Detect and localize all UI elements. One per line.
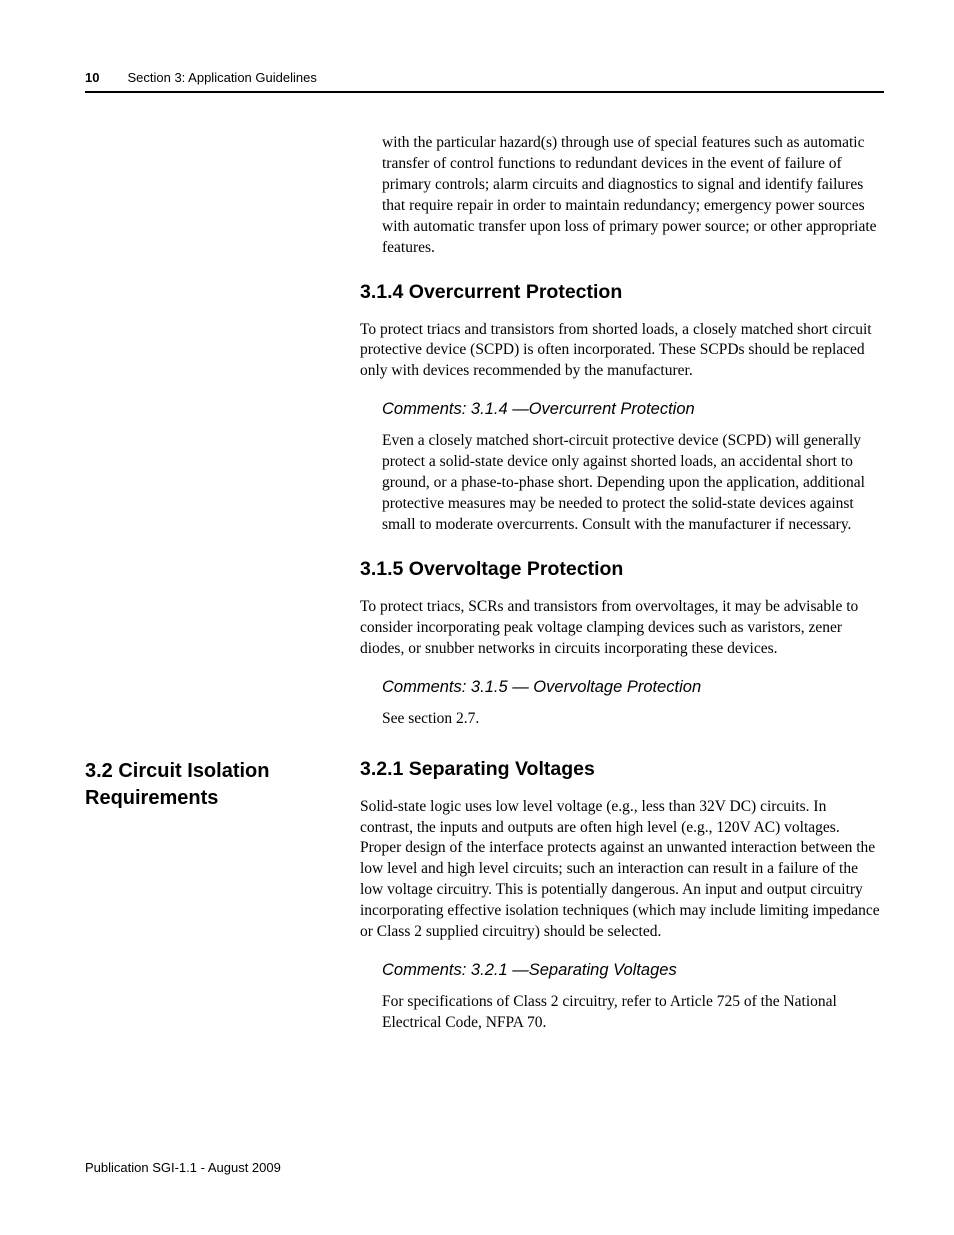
footer: Publication SGI-1.1 - August 2009 <box>85 1160 281 1175</box>
intro-paragraph: with the particular hazard(s) through us… <box>382 133 883 259</box>
right-column: with the particular hazard(s) through us… <box>360 133 883 730</box>
comments-315: Comments: 3.1.5 — Overvoltage Protection… <box>360 678 883 730</box>
page: 10 Section 3: Application Guidelines wit… <box>0 0 954 1235</box>
body-321: Solid-state logic uses low level voltage… <box>360 797 883 943</box>
body-314: To protect triacs and transistors from s… <box>360 320 883 383</box>
section-321: 3.2.1 Separating Voltages Solid-state lo… <box>360 758 883 1034</box>
comments-body-314: Even a closely matched short-circuit pro… <box>382 431 883 536</box>
left-column-32: 3.2 Circuit Isolation Requirements <box>85 758 340 812</box>
section-314: 3.1.4 Overcurrent Protection To protect … <box>360 281 883 536</box>
content-area-32: 3.2 Circuit Isolation Requirements 3.2.1… <box>85 758 884 1052</box>
section-label: Section 3: Application Guidelines <box>127 70 316 85</box>
body-315: To protect triacs, SCRs and transistors … <box>360 597 883 660</box>
section-315: 3.1.5 Overvoltage Protection To protect … <box>360 558 883 730</box>
sidebar-heading-32: 3.2 Circuit Isolation Requirements <box>85 758 340 812</box>
intro-block: with the particular hazard(s) through us… <box>360 133 883 259</box>
comments-title-321: Comments: 3.2.1 —Separating Voltages <box>382 961 883 980</box>
comments-321: Comments: 3.2.1 —Separating Voltages For… <box>360 961 883 1034</box>
comments-body-321: For specifications of Class 2 circuitry,… <box>382 992 883 1034</box>
heading-314: 3.1.4 Overcurrent Protection <box>360 281 883 304</box>
right-column-32: 3.2.1 Separating Voltages Solid-state lo… <box>360 758 883 1034</box>
comments-title-315: Comments: 3.1.5 — Overvoltage Protection <box>382 678 883 697</box>
comments-title-314: Comments: 3.1.4 —Overcurrent Protection <box>382 400 883 419</box>
page-header: 10 Section 3: Application Guidelines <box>85 70 884 93</box>
heading-315: 3.1.5 Overvoltage Protection <box>360 558 883 581</box>
comments-314: Comments: 3.1.4 —Overcurrent Protection … <box>360 400 883 536</box>
heading-321: 3.2.1 Separating Voltages <box>360 758 883 781</box>
comments-body-315: See section 2.7. <box>382 709 883 730</box>
content-area: with the particular hazard(s) through us… <box>85 133 884 748</box>
page-number: 10 <box>85 70 99 85</box>
